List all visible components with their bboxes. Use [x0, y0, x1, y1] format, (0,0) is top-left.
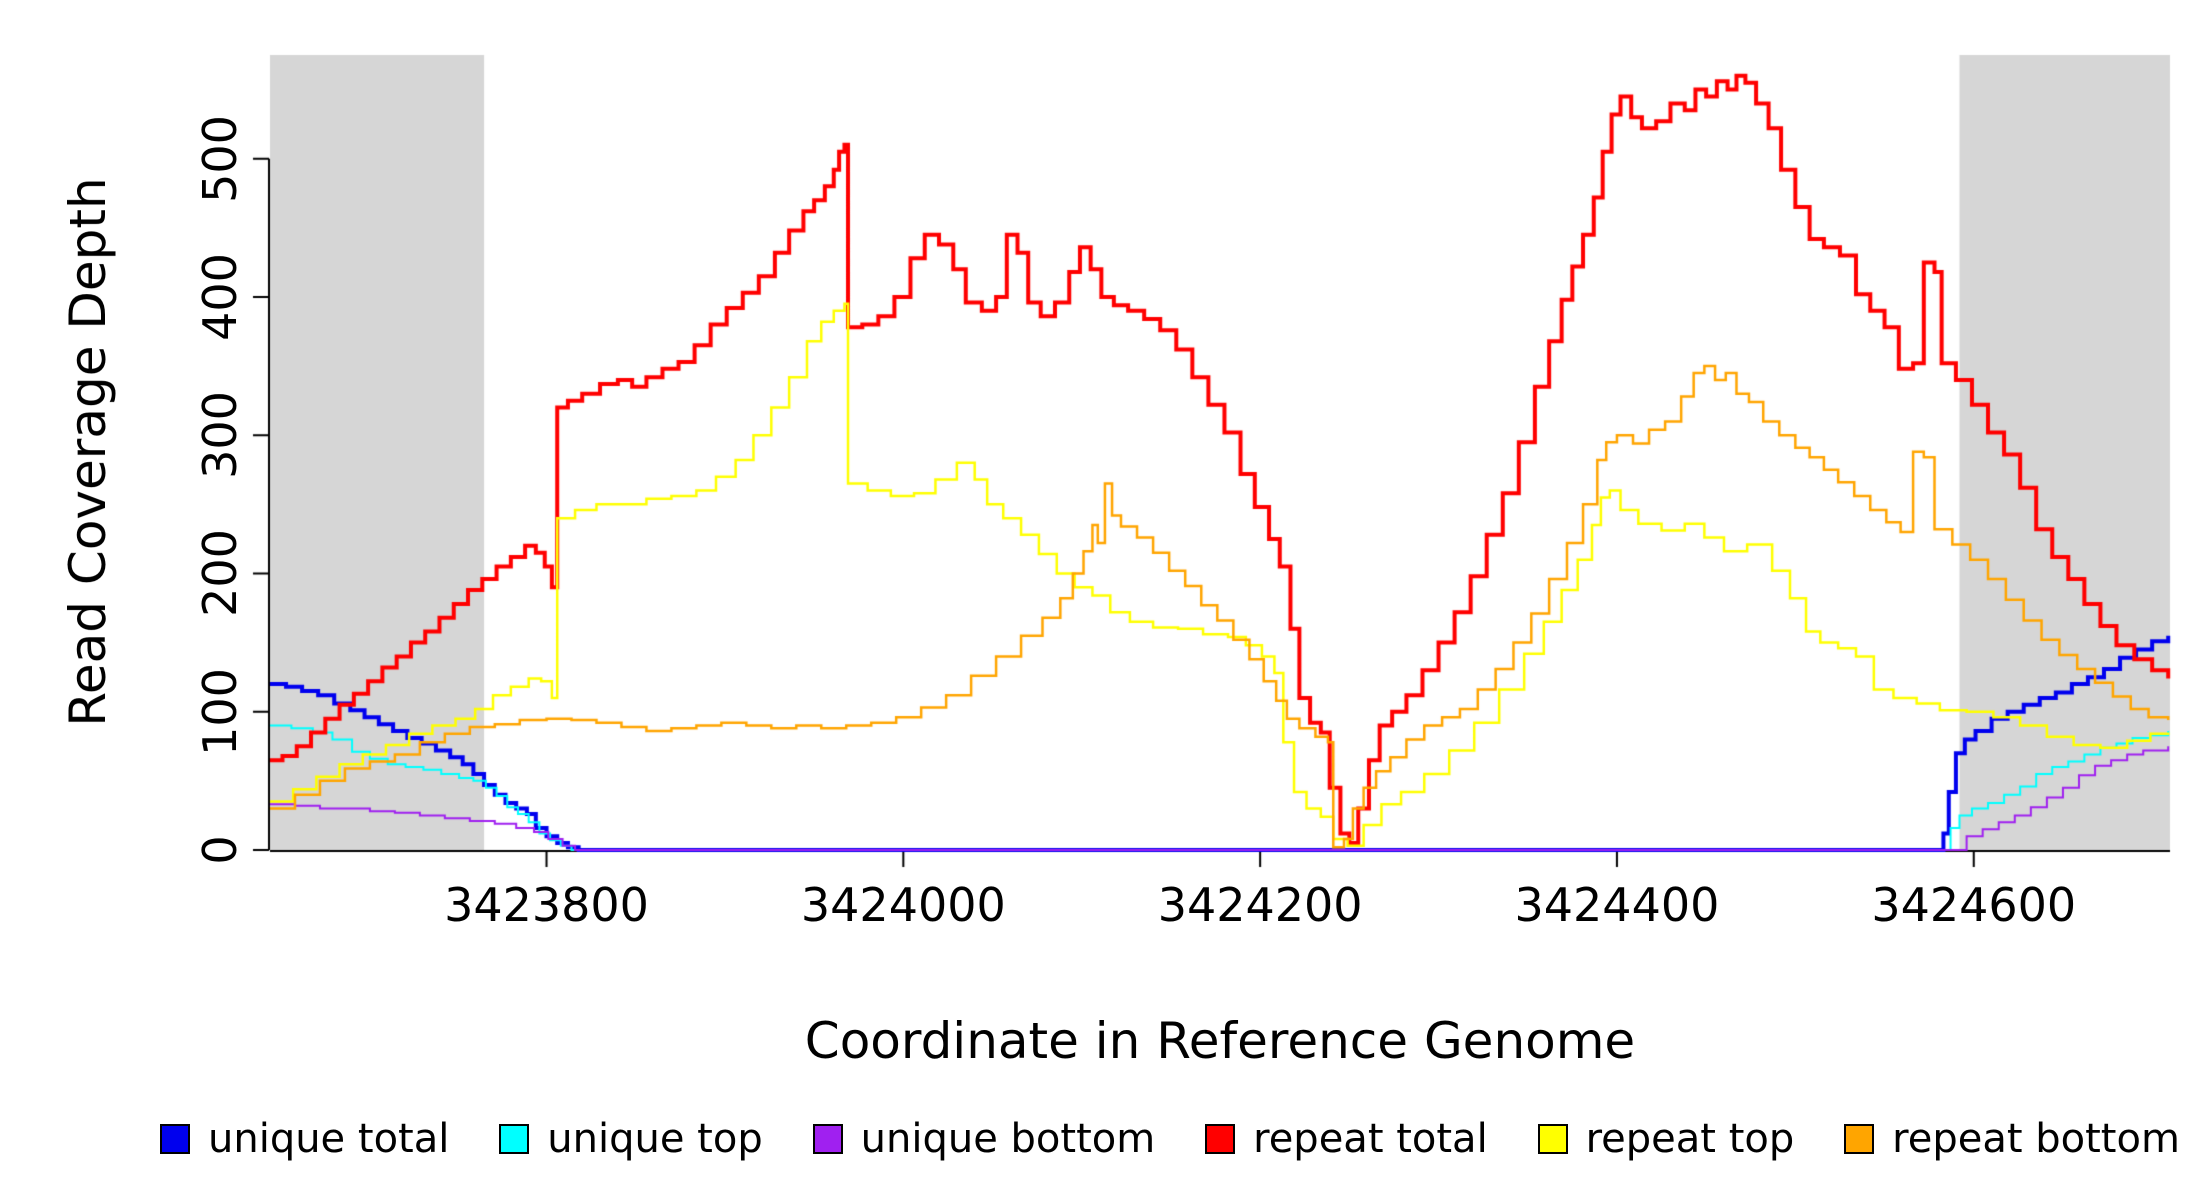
legend-label-repeat-top: repeat top: [1585, 1116, 1795, 1162]
y-tick-label: 200: [193, 529, 247, 618]
legend-swatch-repeat-total: [1205, 1124, 1236, 1154]
legend-item-unique-total: unique total: [160, 1116, 449, 1162]
x-tick-label: 3424400: [1514, 878, 1720, 932]
y-tick-label: 0: [193, 835, 247, 865]
legend-label-repeat-bottom: repeat bottom: [1892, 1116, 2180, 1162]
legend-item-repeat-total: repeat total: [1205, 1116, 1488, 1162]
legend-swatch-unique-total: [160, 1124, 190, 1154]
legend: unique total unique top unique bottom repea…: [160, 1116, 2180, 1162]
legend-label-unique-bottom: unique bottom: [860, 1116, 1156, 1162]
legend-swatch-unique-top: [499, 1124, 530, 1154]
y-tick-label: 400: [193, 253, 247, 341]
y-tick-label: 500: [193, 114, 247, 203]
y-tick-label: 300: [193, 391, 247, 480]
legend-item-repeat-bottom: repeat bottom: [1844, 1116, 2180, 1162]
y-tick-label: 100: [193, 667, 247, 756]
x-axis-title: Coordinate in Reference Genome: [804, 1012, 1636, 1070]
legend-item-unique-bottom: unique bottom: [812, 1116, 1156, 1162]
legend-label-unique-total: unique total: [208, 1116, 450, 1162]
y-axis-title: Read Coverage Depth: [59, 177, 117, 727]
x-tick-label: 3424000: [800, 878, 1006, 932]
x-tick-label: 3423800: [444, 878, 649, 932]
x-tick-label: 3424200: [1157, 878, 1363, 932]
legend-item-repeat-top: repeat top: [1537, 1116, 1795, 1162]
legend-swatch-repeat-top: [1537, 1124, 1568, 1154]
legend-label-unique-top: unique top: [547, 1116, 763, 1162]
x-tick-label: 3424600: [1871, 878, 2077, 932]
legend-swatch-unique-bottom: [812, 1124, 843, 1154]
legend-label-repeat-total: repeat total: [1253, 1116, 1488, 1162]
legend-swatch-repeat-bottom: [1844, 1124, 1875, 1154]
legend-item-unique-top: unique top: [499, 1116, 763, 1162]
